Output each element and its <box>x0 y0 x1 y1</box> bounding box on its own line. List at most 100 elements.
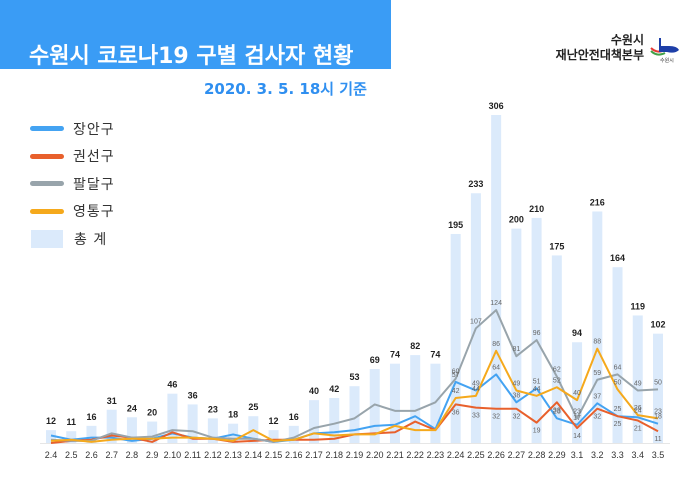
point-label-paldal: 23 <box>573 408 581 415</box>
total-bar <box>632 315 643 443</box>
total-bar <box>572 342 583 443</box>
point-label-yeongtong: 40 <box>573 390 581 397</box>
bar-value-label: 94 <box>572 328 582 338</box>
x-tick-label: 2.6 <box>85 450 98 460</box>
total-bar <box>167 393 178 443</box>
bar-value-label: 23 <box>208 404 218 414</box>
total-bar <box>450 233 461 443</box>
org-name: 수원시 재난안전대책본부 <box>556 33 644 63</box>
total-bar <box>86 425 97 443</box>
point-label-paldal: 81 <box>512 346 520 353</box>
total-bar <box>410 355 421 443</box>
legend-item-gwonseon: 권선구 <box>30 143 115 171</box>
point-label-gwonseon: 19 <box>533 428 541 435</box>
point-label-paldal: 96 <box>533 330 541 337</box>
total-bar <box>612 267 623 443</box>
bar-value-label: 24 <box>127 403 137 413</box>
bar-value-label: 82 <box>410 341 420 351</box>
point-label-gwonseon: 33 <box>472 413 480 420</box>
x-tick-label: 2.11 <box>184 450 201 460</box>
total-bar <box>470 193 481 443</box>
legend-label: 총 계 <box>74 231 108 248</box>
point-label-yeongtong: 50 <box>614 379 622 386</box>
point-label-paldal: 49 <box>634 380 642 387</box>
series-line-yeongtong <box>50 347 659 443</box>
bar-value-label: 12 <box>46 416 56 426</box>
point-label-paldal: 59 <box>593 370 601 377</box>
bar-value-label: 74 <box>430 350 440 360</box>
chart-legend: 장안구 권선구 팔달구 영통구 총 계 <box>30 115 115 253</box>
total-bar <box>551 255 562 443</box>
point-label-paldal: 60 <box>452 369 460 376</box>
total-bar <box>187 404 198 443</box>
point-label-jangan: 38 <box>512 392 520 399</box>
point-label-gwonseon: 38 <box>553 407 561 414</box>
total-bar <box>592 211 603 443</box>
point-label-gwonseon: 14 <box>573 433 581 440</box>
x-tick-label: 3.2 <box>591 450 604 460</box>
total-bar <box>268 430 279 443</box>
suwon-logo-icon: 수원시 <box>650 38 679 64</box>
point-label-gwonseon: 32 <box>593 414 601 421</box>
x-tick-label: 2.16 <box>285 450 303 460</box>
series-line-paldal <box>50 309 659 443</box>
x-tick-label: 2.7 <box>105 450 118 460</box>
title-banner <box>0 0 391 69</box>
bar-value-label: 20 <box>147 408 157 418</box>
point-label-paldal: 50 <box>654 379 662 386</box>
x-tick-label: 2.25 <box>467 450 485 460</box>
point-label-jangan: 57 <box>452 372 460 379</box>
point-label-paldal: 62 <box>553 367 561 374</box>
point-label-jangan: 37 <box>593 393 601 400</box>
point-label-yeongtong: 23 <box>654 408 662 415</box>
total-bar <box>389 363 400 443</box>
x-tick-label: 2.27 <box>508 450 526 460</box>
point-label-yeongtong: 42 <box>452 388 460 395</box>
bar-value-label: 31 <box>107 396 117 406</box>
bar-value-label: 74 <box>390 350 400 360</box>
bar-value-label: 12 <box>269 416 279 426</box>
legend-label: 권선구 <box>73 149 115 166</box>
point-label-yeongtong: 26 <box>634 405 642 412</box>
legend-label: 팔달구 <box>73 176 115 193</box>
bar-value-label: 216 <box>590 197 605 207</box>
bar-value-label: 195 <box>448 220 463 230</box>
bar-value-label: 164 <box>610 253 625 263</box>
x-tick-label: 2.9 <box>146 450 159 460</box>
point-label-gwonseon: 32 <box>492 414 500 421</box>
x-tick-label: 2.14 <box>245 450 263 460</box>
x-tick-label: 2.17 <box>305 450 323 460</box>
point-label-paldal: 107 <box>470 318 482 325</box>
x-tick-label: 2.24 <box>447 450 465 460</box>
point-label-jangan: 49 <box>472 380 480 387</box>
bar-value-label: 200 <box>509 215 524 225</box>
org-line-2: 재난안전대책본부 <box>555 48 644 62</box>
legend-item-yeongtong: 영통구 <box>30 198 115 226</box>
point-label-jangan: 25 <box>614 406 622 413</box>
point-label-yeongtong: 88 <box>593 339 601 346</box>
org-line-1: 수원시 <box>610 33 644 47</box>
legend-label: 장안구 <box>73 121 115 138</box>
legend-swatch-jangan <box>30 126 64 132</box>
point-label-gwonseon: 11 <box>654 436 661 443</box>
x-tick-label: 2.13 <box>224 450 242 460</box>
total-bar <box>309 400 320 443</box>
x-tick-label: 2.20 <box>366 450 384 460</box>
bar-value-label: 306 <box>489 101 504 111</box>
x-tick-label: 3.3 <box>611 450 624 460</box>
bar-value-label: 53 <box>349 372 359 382</box>
bar-value-label: 175 <box>549 241 564 251</box>
bar-value-label: 11 <box>66 417 76 427</box>
point-label-jangan: 51 <box>533 378 541 385</box>
legend-swatch-total <box>31 229 63 248</box>
x-tick-label: 2.4 <box>45 450 58 460</box>
point-label-jangan: 24 <box>634 407 642 414</box>
bar-value-label: 42 <box>329 384 339 394</box>
total-bar <box>147 421 158 443</box>
x-tick-label: 2.10 <box>164 450 182 460</box>
point-label-yeongtong: 44 <box>472 386 480 393</box>
point-label-jangan: 64 <box>492 364 500 371</box>
page-title: 수원시 코로나19 구별 검사자 현황 <box>29 44 354 69</box>
legend-swatch-paldal <box>30 181 64 187</box>
